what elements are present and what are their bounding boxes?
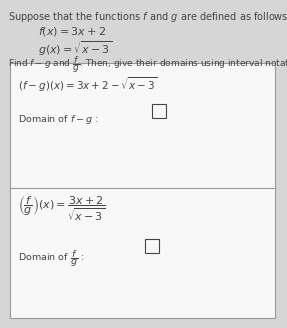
Text: Domain of $\dfrac{f}{g}$ :: Domain of $\dfrac{f}{g}$ :	[18, 248, 84, 269]
Text: $f(x) = 3x+2$: $f(x) = 3x+2$	[38, 25, 106, 38]
Text: Suppose that the functions $f$ and $g$ are defined as follows.: Suppose that the functions $f$ and $g$ a…	[8, 10, 287, 24]
FancyBboxPatch shape	[152, 104, 166, 118]
FancyBboxPatch shape	[10, 63, 275, 318]
Text: $g(x) = \sqrt{x-3}$: $g(x) = \sqrt{x-3}$	[38, 39, 112, 58]
Text: $\left(\dfrac{f}{g}\right)(x) = \dfrac{3x+2}{\sqrt{x-3}}$: $\left(\dfrac{f}{g}\right)(x) = \dfrac{3…	[18, 195, 105, 223]
FancyBboxPatch shape	[145, 239, 159, 253]
Text: Domain of $f-g$ :: Domain of $f-g$ :	[18, 113, 98, 126]
Text: $(f-g)(x) = 3x + 2 - \sqrt{x-3}$: $(f-g)(x) = 3x + 2 - \sqrt{x-3}$	[18, 75, 157, 93]
Text: Find $f-g$ and $\dfrac{f}{g}$. Then, give their domains using interval notation.: Find $f-g$ and $\dfrac{f}{g}$. Then, giv…	[8, 54, 287, 75]
